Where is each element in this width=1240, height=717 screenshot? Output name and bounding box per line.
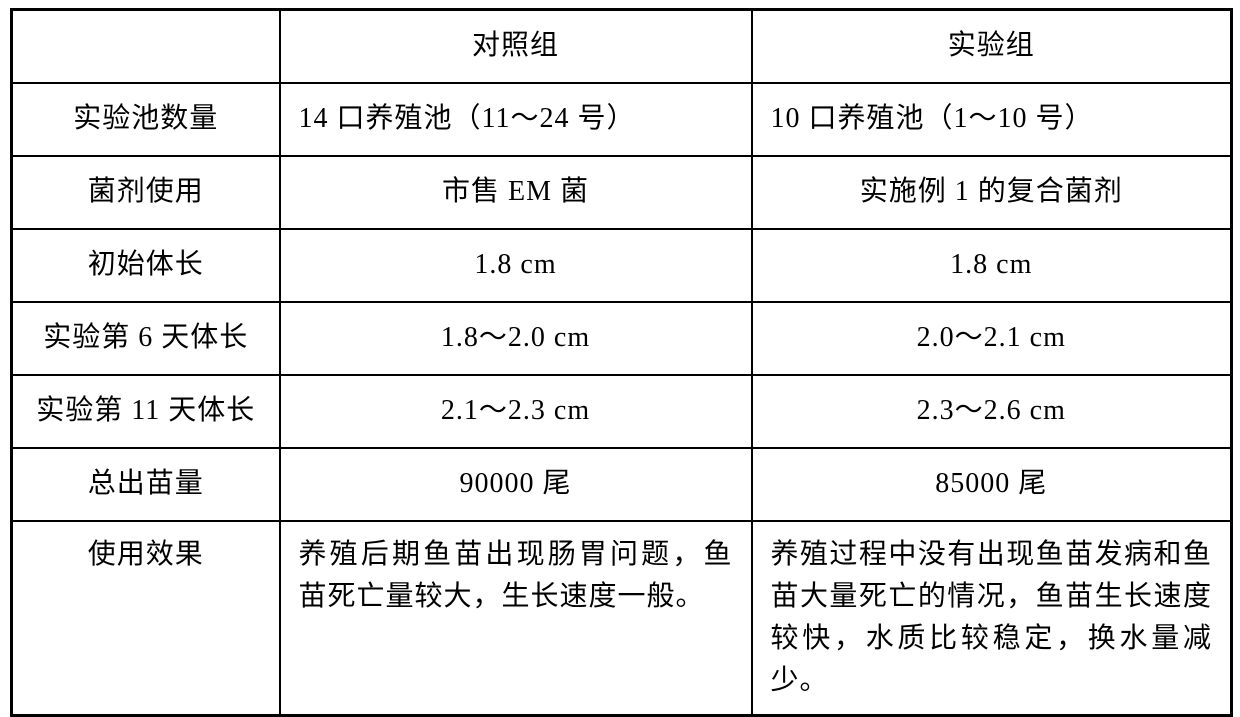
header-cell-control: 对照组: [280, 10, 752, 83]
row-control: 养殖后期鱼苗出现肠胃问题，鱼苗死亡量较大，生长速度一般。: [280, 521, 752, 716]
header-cell-metric: [12, 10, 280, 83]
row-metric: 实验第 6 天体长: [12, 302, 280, 375]
table-row: 实验第 6 天体长 1.8～2.0 cm 2.0～2.1 cm: [12, 302, 1232, 375]
row-metric: 总出苗量: [12, 448, 280, 521]
row-exp: 10 口养殖池（1～10 号）: [752, 83, 1232, 156]
row-exp: 2.0～2.1 cm: [752, 302, 1232, 375]
row-metric: 使用效果: [12, 521, 280, 716]
row-exp: 85000 尾: [752, 448, 1232, 521]
table-header-row: 对照组 实验组: [12, 10, 1232, 83]
row-control: 1.8～2.0 cm: [280, 302, 752, 375]
row-control: 14 口养殖池（11～24 号）: [280, 83, 752, 156]
table-row: 菌剂使用 市售 EM 菌 实施例 1 的复合菌剂: [12, 156, 1232, 229]
data-table: 对照组 实验组 实验池数量 14 口养殖池（11～24 号） 10 口养殖池（1…: [10, 8, 1233, 717]
table-row: 使用效果 养殖后期鱼苗出现肠胃问题，鱼苗死亡量较大，生长速度一般。 养殖过程中没…: [12, 521, 1232, 716]
row-control: 市售 EM 菌: [280, 156, 752, 229]
row-control: 90000 尾: [280, 448, 752, 521]
row-metric: 实验第 11 天体长: [12, 375, 280, 448]
row-metric: 初始体长: [12, 229, 280, 302]
row-exp: 实施例 1 的复合菌剂: [752, 156, 1232, 229]
table-row: 初始体长 1.8 cm 1.8 cm: [12, 229, 1232, 302]
row-exp: 养殖过程中没有出现鱼苗发病和鱼苗大量死亡的情况，鱼苗生长速度较快，水质比较稳定，…: [752, 521, 1232, 716]
row-metric: 菌剂使用: [12, 156, 280, 229]
table-row: 总出苗量 90000 尾 85000 尾: [12, 448, 1232, 521]
row-metric: 实验池数量: [12, 83, 280, 156]
table-body: 对照组 实验组 实验池数量 14 口养殖池（11～24 号） 10 口养殖池（1…: [12, 10, 1232, 716]
row-exp: 1.8 cm: [752, 229, 1232, 302]
row-exp: 2.3～2.6 cm: [752, 375, 1232, 448]
table-row: 实验第 11 天体长 2.1～2.3 cm 2.3～2.6 cm: [12, 375, 1232, 448]
table-row: 实验池数量 14 口养殖池（11～24 号） 10 口养殖池（1～10 号）: [12, 83, 1232, 156]
row-control: 2.1～2.3 cm: [280, 375, 752, 448]
header-cell-exp: 实验组: [752, 10, 1232, 83]
row-control: 1.8 cm: [280, 229, 752, 302]
